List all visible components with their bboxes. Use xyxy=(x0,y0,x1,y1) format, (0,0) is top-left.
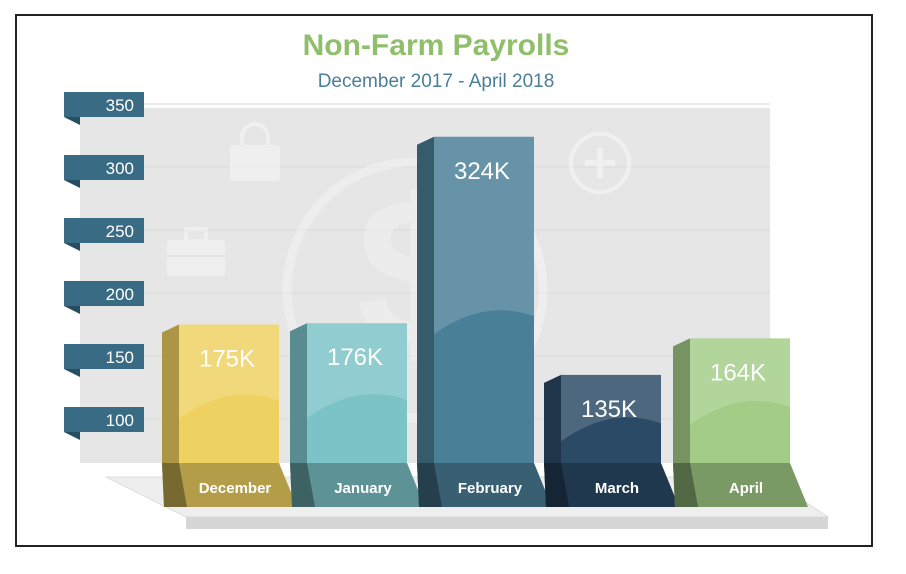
shopping-bag-icon xyxy=(230,122,280,181)
bar-april: April 164K xyxy=(673,338,808,507)
category-band-side xyxy=(544,463,569,507)
bar-march: March 135K xyxy=(544,374,679,507)
y-tick-label: 350 xyxy=(106,96,134,115)
y-tick-label: 200 xyxy=(106,285,134,304)
y-tick-label: 250 xyxy=(106,222,134,241)
chart-subtitle: December 2017 - April 2018 xyxy=(318,71,555,92)
bar-value-label: 164K xyxy=(710,359,766,386)
y-tick-tab xyxy=(64,92,144,117)
category-label: April xyxy=(729,480,763,497)
category-label: March xyxy=(595,480,639,497)
bars: December 175K January 176K February 324K March… xyxy=(162,136,808,507)
bar-front xyxy=(434,136,534,463)
bar-gloss xyxy=(690,338,790,425)
bar-side xyxy=(544,374,561,463)
y-tick-tab xyxy=(64,344,144,369)
bar-gloss xyxy=(307,323,407,419)
category-band-side xyxy=(673,463,698,507)
bar-gloss xyxy=(561,374,661,442)
category-band xyxy=(162,463,297,507)
bar-side xyxy=(417,136,434,463)
bar-gloss xyxy=(434,136,534,335)
category-band xyxy=(673,463,808,507)
y-axis-ticks: 350 300 250 200 150 100 xyxy=(64,92,144,440)
bar-february: February 324K xyxy=(417,136,552,507)
plus-circle-icon xyxy=(569,132,631,194)
bar-front xyxy=(561,374,661,463)
y-tick-tab xyxy=(64,218,144,243)
y-tick-300: 300 xyxy=(64,155,144,188)
y-tick-tab-fold xyxy=(64,369,80,377)
bar-side xyxy=(162,324,179,463)
category-band-side xyxy=(417,463,442,507)
category-band xyxy=(417,463,552,507)
category-label: December xyxy=(199,480,272,497)
bar-front xyxy=(307,323,407,463)
bar-side xyxy=(673,338,690,463)
category-band-side xyxy=(290,463,315,507)
y-tick-tab-fold xyxy=(64,117,80,125)
category-label: January xyxy=(334,480,392,497)
category-band xyxy=(544,463,679,507)
y-tick-200: 200 xyxy=(64,281,144,314)
bar-gloss xyxy=(179,324,279,419)
y-tick-tab xyxy=(64,407,144,432)
y-tick-label: 150 xyxy=(106,348,134,367)
bar-value-label: 135K xyxy=(581,396,637,423)
y-tick-tab-fold xyxy=(64,306,80,314)
briefcase-icon xyxy=(167,227,225,276)
y-tick-label: 300 xyxy=(106,159,134,178)
y-tick-tab xyxy=(64,281,144,306)
bar-value-label: 324K xyxy=(454,158,510,185)
y-tick-tab-fold xyxy=(64,432,80,440)
category-band xyxy=(290,463,425,507)
bar-front xyxy=(179,324,279,463)
bar-value-label: 175K xyxy=(199,346,255,373)
y-tick-100: 100 xyxy=(64,407,144,440)
bar-side xyxy=(290,323,307,463)
bar-december: December 175K xyxy=(162,324,297,507)
y-tick-label: 100 xyxy=(106,411,134,430)
y-tick-tab-fold xyxy=(64,243,80,251)
category-band-side xyxy=(162,463,187,507)
y-tick-250: 250 xyxy=(64,218,144,251)
bar-january: January 176K xyxy=(290,323,425,507)
y-tick-350: 350 xyxy=(64,92,144,125)
category-label: February xyxy=(458,480,523,497)
bar-front xyxy=(690,338,790,463)
bar-value-label: 176K xyxy=(327,344,383,371)
chart-title: Non-Farm Payrolls xyxy=(303,29,570,62)
base-platform-front xyxy=(186,517,828,529)
y-tick-tab-fold xyxy=(64,180,80,188)
y-tick-tab xyxy=(64,155,144,180)
y-tick-150: 150 xyxy=(64,344,144,377)
